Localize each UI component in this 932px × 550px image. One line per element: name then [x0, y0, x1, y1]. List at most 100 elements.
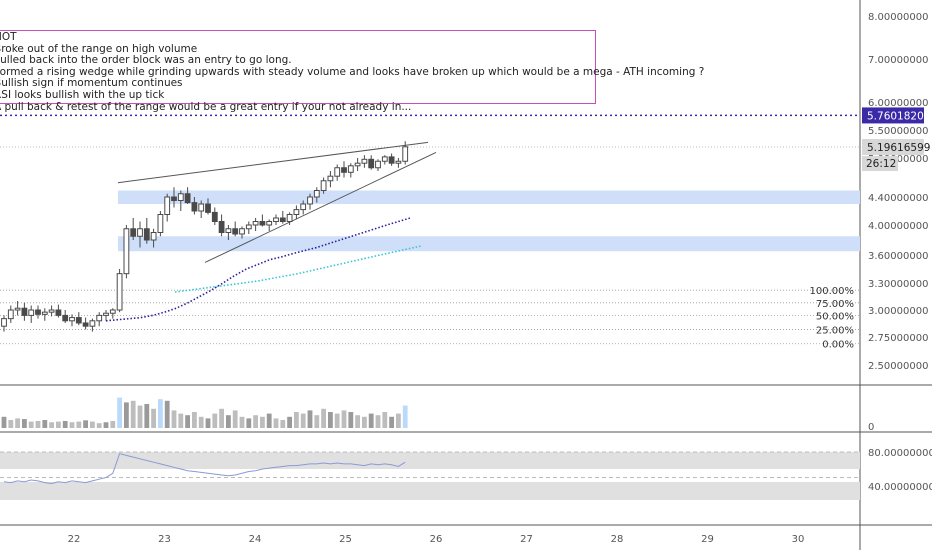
- volume-bar: [362, 416, 367, 428]
- note-line: Pulled back into the order block was an …: [0, 54, 292, 67]
- volume-bar: [49, 422, 54, 428]
- volume-bar: [266, 413, 272, 428]
- candle-body: [307, 196, 313, 205]
- volume-bar: [192, 412, 197, 428]
- candle-body: [62, 314, 69, 322]
- time-axis-tick: 25: [339, 534, 352, 545]
- price-axis-tick: 8.00000000: [868, 12, 928, 23]
- moving-average-slow: [174, 245, 422, 293]
- candle-body: [116, 273, 123, 311]
- candle-body: [177, 193, 184, 201]
- rsi-line: [3, 453, 406, 484]
- volume-bar: [8, 420, 14, 428]
- volume-bar: [69, 422, 75, 428]
- candle-body: [21, 307, 28, 316]
- candle-body: [137, 228, 143, 237]
- candle-body: [55, 309, 62, 316]
- note-line: NOT: [0, 31, 17, 43]
- candle-body: [232, 228, 239, 235]
- time-axis-tick: 29: [701, 534, 714, 545]
- price-axis-tick: 3.00000000: [868, 306, 928, 317]
- candle-body: [82, 322, 89, 327]
- candle-body: [96, 314, 103, 322]
- candle-body: [191, 202, 198, 212]
- candle-body: [347, 165, 354, 173]
- price-axis-tick: 7.00000000: [868, 55, 928, 66]
- order-block-zone: [118, 236, 860, 252]
- volume-bar: [280, 420, 286, 428]
- volume-bar: [117, 397, 122, 428]
- fib-level-label: 100.00%: [810, 286, 855, 297]
- volume-bar: [151, 408, 156, 428]
- candle-body: [259, 221, 266, 226]
- candle-body: [341, 167, 347, 173]
- volume-bar: [42, 420, 48, 428]
- candle-body: [395, 160, 402, 164]
- note-line: RSI looks bullish with the up tick: [0, 88, 165, 101]
- price-axis-tick: 3.30000000: [868, 279, 928, 290]
- candle-body: [320, 180, 327, 191]
- volume-bar: [239, 416, 245, 428]
- note-line: Bullish sign if momentum continues: [0, 77, 183, 90]
- volume-bar: [110, 420, 116, 428]
- volume-bar: [287, 416, 292, 428]
- volume-bar: [178, 413, 184, 428]
- volume-bar: [15, 418, 20, 428]
- candle-body: [103, 312, 109, 316]
- volume-bar: [232, 410, 238, 428]
- volume-bar: [171, 410, 177, 428]
- volume-bar: [382, 412, 388, 428]
- candle-body: [279, 217, 286, 222]
- wedge-upper-line: [117, 141, 429, 184]
- candle-body: [41, 311, 48, 315]
- fib-level-label: 50.00%: [816, 311, 854, 322]
- volume-bar: [348, 412, 354, 428]
- time-axis-tick: 23: [158, 534, 171, 545]
- rsi-axis-tick: 40.00000000: [868, 482, 932, 493]
- candle-body: [354, 162, 361, 167]
- volume-bar: [185, 415, 190, 428]
- candle-body: [123, 228, 130, 275]
- volume-bar: [294, 412, 299, 428]
- candle-body: [14, 307, 21, 311]
- candle-body: [375, 160, 381, 169]
- candle-body: [89, 320, 96, 327]
- last-price-value: 5.19616599: [867, 142, 930, 154]
- volume-axis-tick: 0: [868, 422, 874, 433]
- candle-body: [402, 146, 409, 162]
- volume-bar: [22, 419, 27, 428]
- price-axis-tick: 5.00000000: [868, 154, 928, 165]
- candle-body: [252, 221, 259, 226]
- volume-bar: [300, 413, 306, 428]
- volume-bar: [402, 405, 408, 428]
- volume-bar: [1, 416, 7, 428]
- candle-body: [184, 193, 191, 204]
- volume-bar: [396, 413, 401, 428]
- volume-bar: [219, 408, 224, 428]
- candle-body: [69, 317, 75, 322]
- note-line: A pull back & retest of the range would …: [0, 100, 412, 113]
- candle-body: [381, 156, 388, 162]
- candle-body: [35, 309, 41, 315]
- candle-body: [273, 217, 279, 222]
- candle-body: [225, 228, 232, 233]
- moving-average-fast: [105, 217, 411, 322]
- volume-bar: [62, 420, 68, 428]
- candle-body: [205, 203, 211, 213]
- candle-body: [143, 228, 150, 241]
- volume-bar: [198, 416, 204, 428]
- candle-body: [7, 309, 14, 320]
- volume-bar: [103, 422, 109, 428]
- fib-level-label: 0.00%: [822, 340, 854, 351]
- price-axis-tick: 2.75000000: [868, 333, 928, 344]
- volume-bar: [144, 404, 150, 428]
- wedge-lower-line: [204, 151, 437, 263]
- volume-bar: [130, 400, 136, 428]
- price-axis-tick: 5.50000000: [868, 126, 928, 137]
- volume-bar: [375, 415, 381, 428]
- countdown-value: 26:12: [866, 158, 896, 170]
- candle-body: [75, 317, 82, 324]
- candle-body: [28, 309, 35, 316]
- last-price-badge: [862, 139, 924, 156]
